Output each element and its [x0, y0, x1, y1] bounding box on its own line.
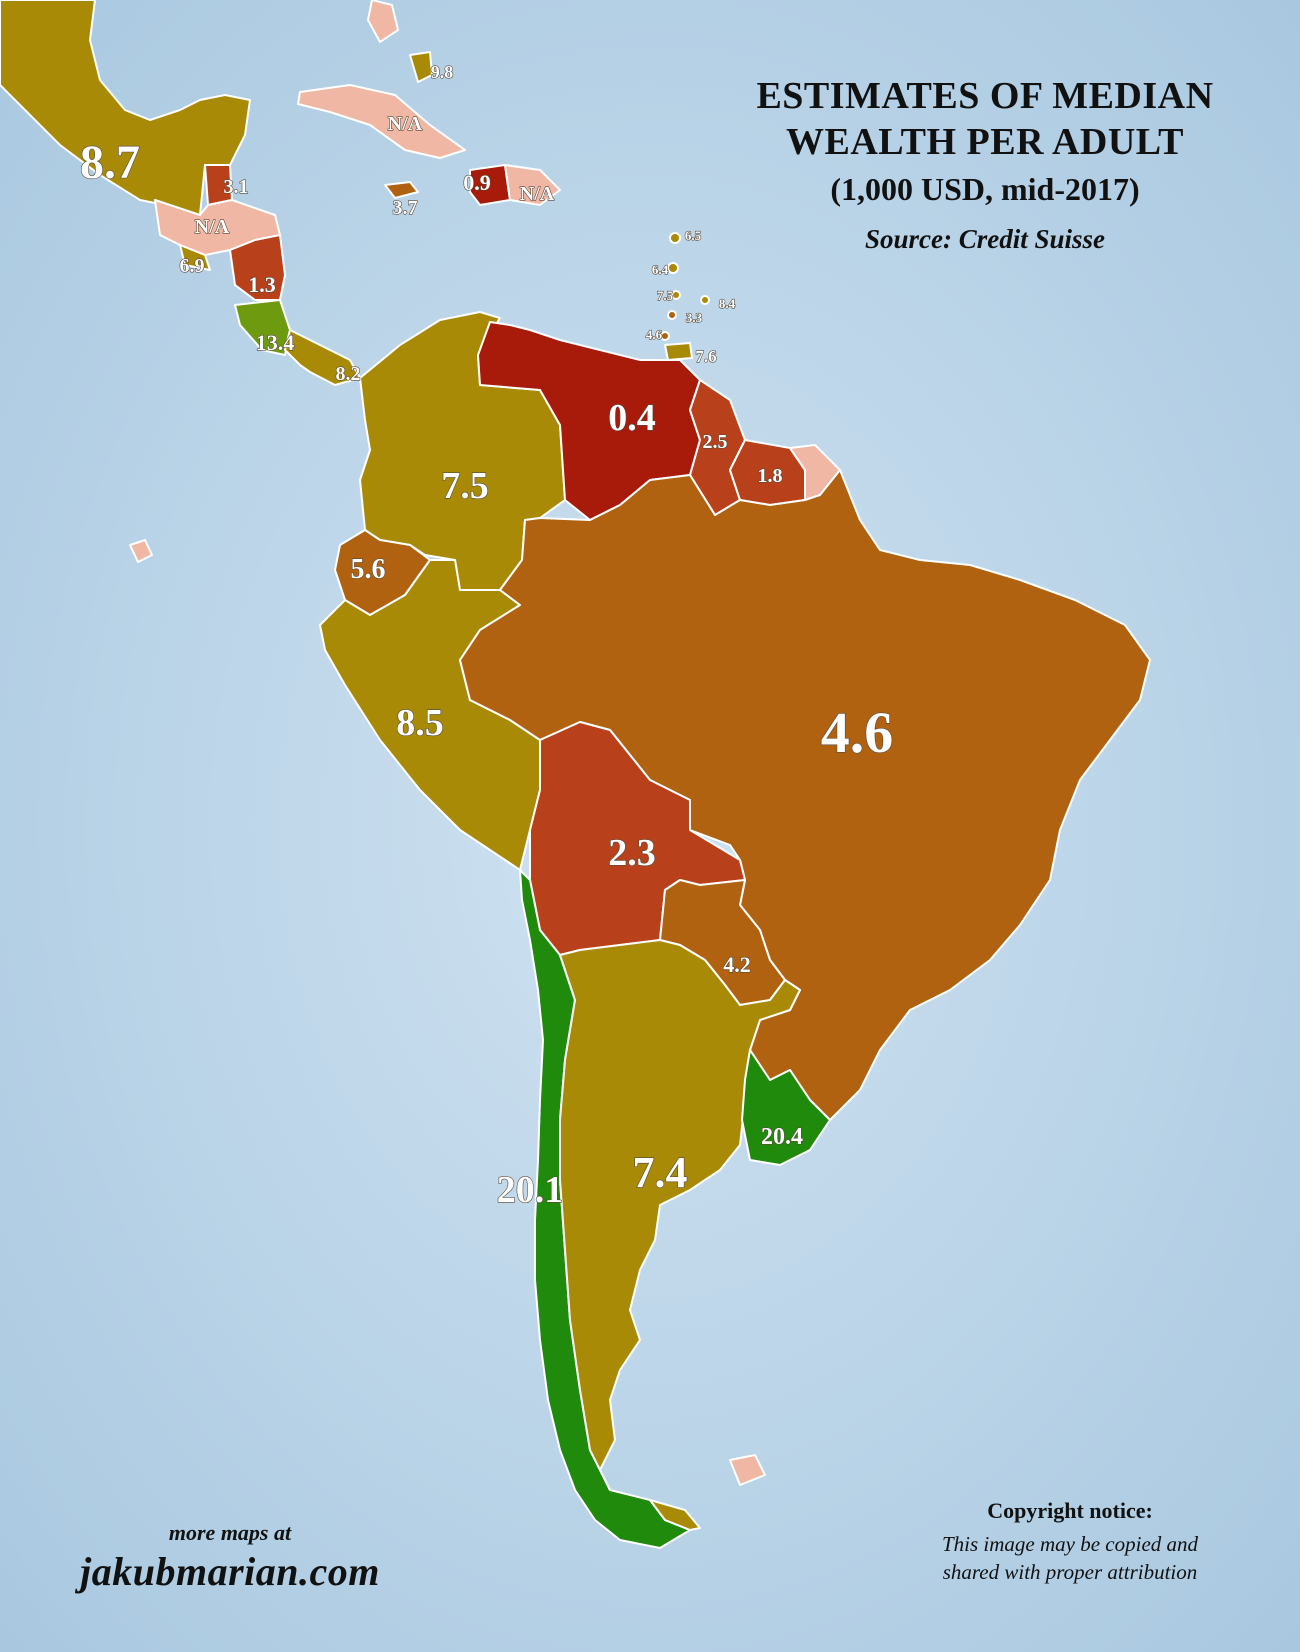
- region-cuba: [297, 84, 466, 159]
- label-belize: 3.1: [224, 176, 249, 198]
- label-el-salvador: 6.9: [180, 255, 205, 277]
- title-units: (1,000 USD, mid-2017): [830, 171, 1140, 208]
- island-st-vincent: [667, 310, 677, 320]
- island-grenada: [660, 331, 670, 341]
- label-uruguay: 20.4: [761, 1124, 803, 1150]
- region-dominican-republic: [504, 164, 561, 206]
- credit-prefix: more maps at: [168, 1520, 292, 1545]
- label-honduras-guatemala: N/A: [195, 216, 230, 238]
- region-costa-rica: [234, 299, 291, 356]
- region-bahamas: [409, 51, 433, 83]
- label-barbados: 8.4: [719, 296, 736, 311]
- island-barbados: [700, 295, 710, 305]
- copyright-block: Copyright notice: This image may be copi…: [880, 1498, 1260, 1587]
- label-st-vincent: 3.3: [686, 310, 703, 325]
- label-dominican-republic: N/A: [520, 183, 555, 205]
- label-venezuela: 0.4: [608, 397, 656, 439]
- label-grenada: 4.6: [646, 327, 663, 342]
- region-tierra-del-fuego: [649, 1499, 701, 1531]
- copyright-line-1: This image may be copied and: [941, 1532, 1199, 1556]
- label-paraguay: 4.2: [723, 952, 751, 977]
- region-argentina: [559, 939, 801, 1491]
- region-el-salvador: [179, 244, 211, 271]
- label-cuba: N/A: [388, 113, 423, 135]
- label-panama: 8.2: [336, 363, 361, 385]
- credit-block: more maps at jakubmarian.com: [40, 1520, 420, 1595]
- island-falklands: [729, 1454, 766, 1486]
- region-nicaragua: [229, 234, 286, 301]
- label-bahamas: 9.8: [431, 62, 454, 82]
- island-antigua: [669, 232, 681, 244]
- title-line-2: WEALTH PER ADULT: [786, 120, 1184, 163]
- label-ecuador: 5.6: [351, 554, 386, 585]
- label-haiti: 0.9: [463, 170, 491, 195]
- region-haiti: [469, 164, 511, 206]
- title-line-1: ESTIMATES OF MEDIAN: [756, 75, 1214, 117]
- label-brazil: 4.6: [821, 700, 894, 765]
- label-argentina: 7.4: [633, 1148, 688, 1197]
- label-bolivia: 2.3: [608, 832, 656, 874]
- region-mexico: [0, 0, 251, 216]
- label-antigua: 6.5: [685, 228, 702, 243]
- label-mexico: 8.7: [80, 136, 140, 189]
- map-title: ESTIMATES OF MEDIAN WEALTH PER ADULT (1,…: [680, 74, 1290, 255]
- island-bahamas-n: [367, 0, 399, 43]
- label-colombia: 7.5: [441, 465, 489, 507]
- label-chile: 20.1: [497, 1169, 564, 1211]
- region-trinidad-tobago: [664, 342, 693, 361]
- credit-site: jakubmarian.com: [80, 1549, 380, 1594]
- label-suriname: 1.8: [758, 465, 783, 487]
- label-costa-rica: 13.4: [256, 330, 295, 355]
- label-guyana: 2.5: [703, 431, 728, 453]
- copyright-heading: Copyright notice:: [987, 1498, 1153, 1523]
- label-jamaica: 3.7: [393, 197, 418, 219]
- island-galapagos: [129, 539, 153, 563]
- label-nicaragua: 1.3: [248, 272, 276, 297]
- label-dominica: 6.4: [652, 262, 669, 277]
- region-jamaica: [384, 181, 419, 199]
- copyright-line-2: shared with proper attribution: [942, 1560, 1198, 1585]
- label-trinidad-tobago: 7.6: [695, 347, 716, 366]
- label-st-lucia: 7.5: [657, 288, 674, 303]
- label-peru: 8.5: [396, 702, 444, 744]
- title-source: Source: Credit Suisse: [864, 223, 1106, 254]
- island-st-lucia: [671, 290, 681, 300]
- region-uruguay: [741, 1049, 831, 1166]
- island-dominica: [667, 262, 679, 274]
